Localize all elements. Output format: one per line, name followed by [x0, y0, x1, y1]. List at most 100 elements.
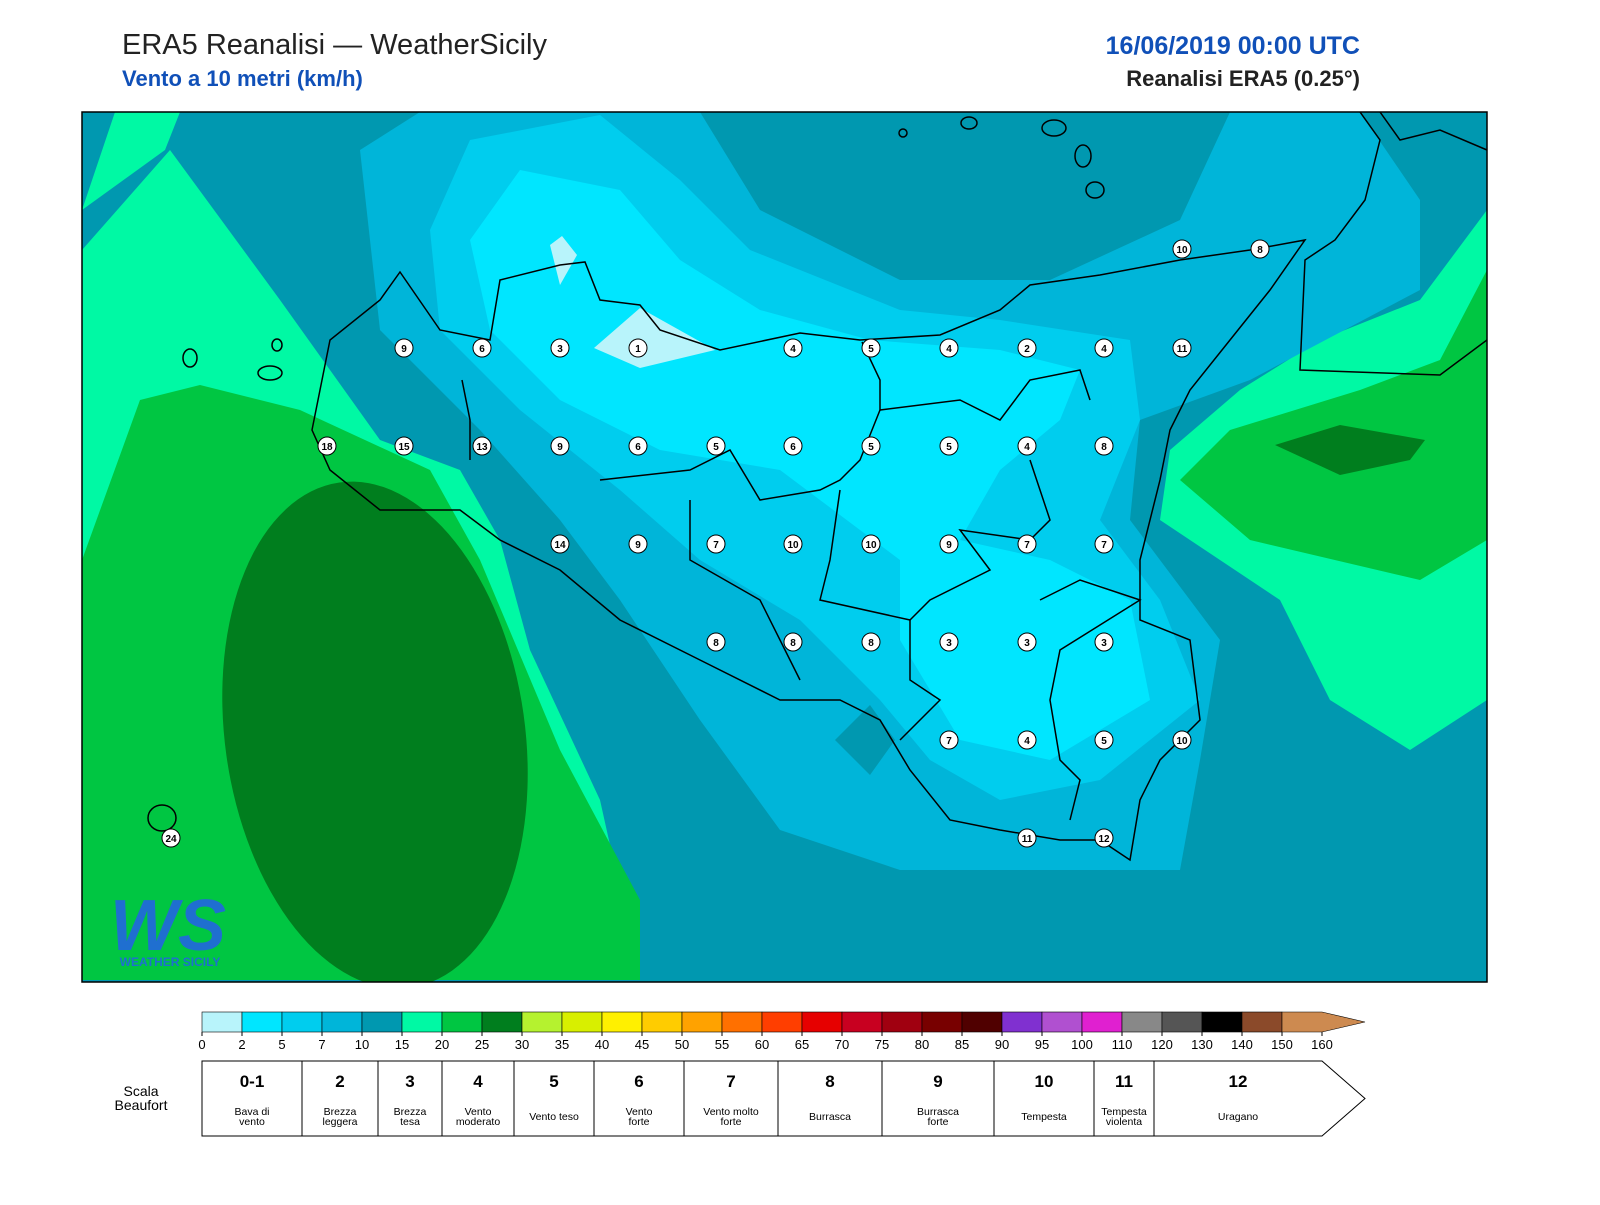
colorbar-tick-label: 60 [755, 1037, 769, 1052]
colorbar-segment [801, 1011, 843, 1033]
island [147, 804, 177, 832]
station: 11 [1017, 828, 1037, 848]
logo-mark: WS [110, 886, 226, 966]
colorbar-tick-label: 85 [955, 1037, 969, 1052]
colorbar-segment [1161, 1011, 1203, 1033]
wind-contour [835, 705, 895, 775]
province-border [909, 459, 1051, 621]
station-value: 3 [946, 638, 952, 649]
colorbar-segment [721, 1011, 763, 1033]
colorbar-segment [441, 1011, 483, 1033]
colorbar-segment [201, 1011, 243, 1033]
wind-contour [222, 481, 528, 982]
island [271, 338, 283, 352]
station-value: 12 [1098, 834, 1110, 845]
colorbar-tick-label: 80 [915, 1037, 929, 1052]
subtitle: Vento a 10 metri (km/h) [122, 66, 363, 91]
station-marker [861, 534, 881, 554]
station-value: 18 [321, 442, 333, 453]
station: 3 [939, 632, 959, 652]
station-marker [1094, 338, 1114, 358]
station-value: 8 [1101, 442, 1107, 453]
colorbar-segment [641, 1011, 683, 1033]
colorbar: 0 2 5 7 10 15 20 25 30 35 40 45 50 55 60 65 70 75 80 85 90 95… [198, 1011, 1366, 1052]
station: 24 [161, 828, 181, 848]
colorbar-segment [1001, 1011, 1043, 1033]
colorbar-tick-label: 160 [1311, 1037, 1333, 1052]
station: 12 [1094, 828, 1114, 848]
station: 7 [1017, 534, 1037, 554]
station-value: 8 [790, 638, 796, 649]
beaufort-desc: moderato [456, 1116, 501, 1128]
wind-contour [1275, 425, 1425, 475]
station-value: 9 [557, 442, 563, 453]
beaufort-force: 9 [933, 1072, 942, 1091]
station-marker [861, 436, 881, 456]
beaufort-desc: forte [720, 1116, 741, 1128]
colorbar-segment [1241, 1011, 1283, 1033]
station-marker [1094, 436, 1114, 456]
station: 6 [472, 338, 492, 358]
station: 1 [628, 338, 648, 358]
colorbar-segment [1121, 1011, 1163, 1033]
colorbar-segment [401, 1011, 443, 1033]
station-marker [161, 828, 181, 848]
beaufort-force: 6 [634, 1072, 643, 1091]
beaufort-desc: forte [927, 1116, 948, 1128]
station-marker [706, 534, 726, 554]
station: 5 [939, 436, 959, 456]
station-value: 10 [1176, 736, 1188, 747]
colorbar-segment [761, 1011, 803, 1033]
province-border [861, 341, 1091, 421]
island [898, 128, 908, 138]
station-marker [706, 436, 726, 456]
station-value: 4 [1101, 344, 1107, 355]
station: 5 [861, 436, 881, 456]
station: 4 [1017, 730, 1037, 750]
beaufort-desc: Brezza [324, 1106, 357, 1118]
station-value: 3 [1024, 638, 1030, 649]
title: ERA5 Reanalisi — WeatherSicily [122, 29, 547, 61]
station-marker [628, 436, 648, 456]
station-marker [861, 338, 881, 358]
colorbar-tick-label: 150 [1271, 1037, 1293, 1052]
colorbar-tick-label: 0 [198, 1037, 205, 1052]
colorbar-segment [601, 1011, 643, 1033]
colorbar-tick-label: 70 [835, 1037, 849, 1052]
station-marker [1017, 338, 1037, 358]
station-marker [783, 338, 803, 358]
station-marker [628, 338, 648, 358]
station-marker [1017, 828, 1037, 848]
colorbar-tick-label: 7 [318, 1037, 325, 1052]
beaufort-force: 7 [726, 1072, 735, 1091]
beaufort-desc: Burrasca [809, 1111, 851, 1123]
beaufort-force: 11 [1115, 1072, 1133, 1091]
colorbar-segment [481, 1011, 523, 1033]
station-marker [939, 436, 959, 456]
wind-contour [82, 112, 180, 210]
colorbar-tick-label: 120 [1151, 1037, 1173, 1052]
colorbar-segment [281, 1011, 323, 1033]
station-marker [1094, 534, 1114, 554]
station-value: 9 [946, 540, 952, 551]
station-marker [550, 534, 570, 554]
station: 9 [550, 436, 570, 456]
station-value: 5 [1101, 736, 1107, 747]
logo-text: WEATHER SICILY [120, 955, 221, 969]
beaufort-desc: Vento [626, 1106, 653, 1118]
datetime: 16/06/2019 00:00 UTC [1106, 32, 1360, 60]
station: 5 [1094, 730, 1114, 750]
colorbar-arrow [1281, 1011, 1366, 1033]
colorbar-segment [361, 1011, 403, 1033]
colorbar-tick-label: 55 [715, 1037, 729, 1052]
station-value: 6 [479, 344, 485, 355]
colorbar-segment [961, 1011, 1003, 1033]
station-marker [939, 534, 959, 554]
station-value: 8 [713, 638, 719, 649]
station-value: 5 [868, 442, 874, 453]
station-marker [861, 632, 881, 652]
colorbar-tick-label: 130 [1191, 1037, 1213, 1052]
station: 10 [1172, 239, 1192, 259]
station-marker [939, 632, 959, 652]
colorbar-tick-label: 75 [875, 1037, 889, 1052]
